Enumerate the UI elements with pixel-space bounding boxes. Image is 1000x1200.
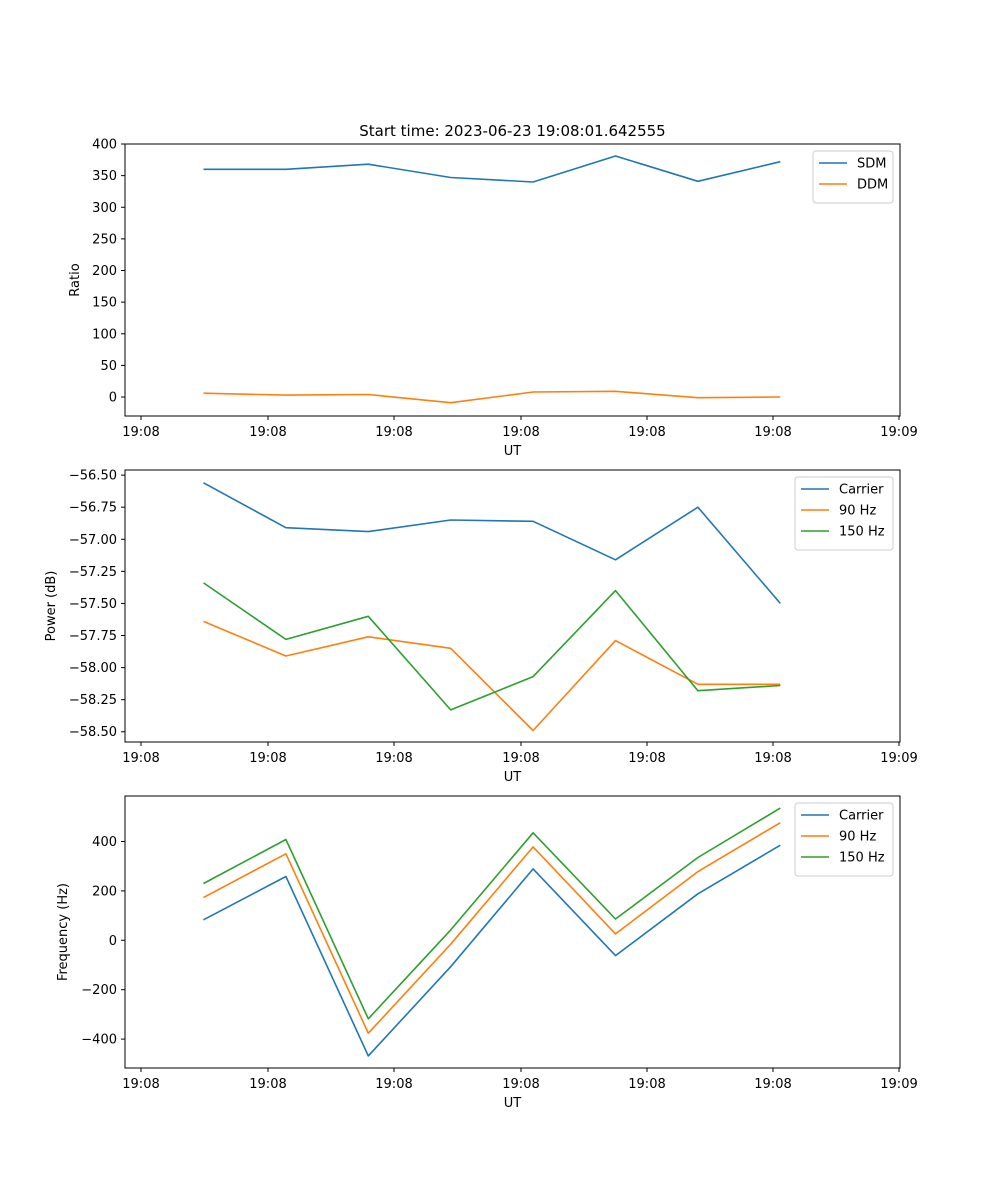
x-tick-label: 19:08 xyxy=(502,751,539,766)
series-line xyxy=(203,822,781,1034)
x-tick-label: 19:08 xyxy=(122,425,159,440)
x-tick-label: 19:08 xyxy=(249,1077,286,1092)
legend-label: 150 Hz xyxy=(839,851,885,866)
legend-label: 90 Hz xyxy=(839,830,876,845)
y-tick-label: 400 xyxy=(92,835,117,850)
y-tick-label: 0 xyxy=(109,391,117,406)
legend-label: Carrier xyxy=(839,483,884,498)
chart-panel-1: 19:08 19:08 19:08 19:08 19:08 19:08 19:09 0 50 10… xyxy=(68,138,918,460)
legend-label: 90 Hz xyxy=(839,504,876,519)
x-tick-label: 19:08 xyxy=(628,425,665,440)
x-tick-label: 19:08 xyxy=(628,1077,665,1092)
x-tick-label: 19:08 xyxy=(375,751,412,766)
legend-box xyxy=(812,150,894,204)
x-tick-label: 19:09 xyxy=(880,425,917,440)
y-tick-label: −57.00 xyxy=(69,533,117,548)
y-tick-label: 150 xyxy=(92,296,117,311)
x-tick-label: 19:08 xyxy=(628,751,665,766)
x-tick-label: 19:08 xyxy=(754,1077,791,1092)
legend-label: DDM xyxy=(857,178,888,193)
y-tick-label: −57.50 xyxy=(69,597,117,612)
y-tick-label: 400 xyxy=(92,138,117,153)
legend-label: 150 Hz xyxy=(839,525,885,540)
axes-frame xyxy=(124,143,901,417)
legend-label: Carrier xyxy=(839,809,884,824)
legend: SDM DDM xyxy=(812,150,894,204)
y-tick-label: −56.50 xyxy=(69,469,117,484)
y-tick-label: 200 xyxy=(92,884,117,899)
y-tick-label: −58.00 xyxy=(69,661,117,676)
series-line xyxy=(203,844,781,1057)
x-tick-label: 19:08 xyxy=(502,1077,539,1092)
x-tick-label: 19:09 xyxy=(880,1077,917,1092)
y-axis-label: Power (dB) xyxy=(44,571,59,642)
axes-container: 19:08 19:08 19:08 19:08 19:08 19:08 19:09 0 50 10… xyxy=(44,138,918,1112)
series-line xyxy=(203,620,781,732)
x-tick-label: 19:08 xyxy=(754,751,791,766)
series-line xyxy=(203,582,781,711)
y-tick-label: −57.25 xyxy=(69,565,117,580)
legend: Carrier 90 Hz 150 Hz xyxy=(794,476,894,551)
x-axis-label: UT xyxy=(504,770,522,785)
chart-panel-2: 19:08 19:08 19:08 19:08 19:08 19:08 19:09 −58.5… xyxy=(44,469,918,785)
y-tick-label: −58.50 xyxy=(69,725,117,740)
y-tick-label: −400 xyxy=(81,1033,117,1048)
chart-panel-3: 19:08 19:08 19:08 19:08 19:08 19:08 19:09 −400 −… xyxy=(56,795,918,1111)
y-tick-label: 350 xyxy=(92,169,117,184)
x-tick-label: 19:08 xyxy=(754,425,791,440)
y-tick-label: 250 xyxy=(92,232,117,247)
axes-frame xyxy=(124,795,901,1069)
axes-frame xyxy=(124,469,901,743)
x-tick-label: 19:08 xyxy=(375,425,412,440)
y-axis-label: Ratio xyxy=(68,263,83,296)
series-line xyxy=(203,807,781,1020)
x-axis-label: UT xyxy=(504,1096,522,1111)
legend-label: SDM xyxy=(857,157,886,172)
legend: Carrier 90 Hz 150 Hz xyxy=(794,802,894,877)
x-axis-label: UT xyxy=(504,444,522,459)
y-tick-label: 100 xyxy=(92,327,117,342)
y-tick-label: 0 xyxy=(109,934,117,949)
x-tick-label: 19:08 xyxy=(249,751,286,766)
series-line xyxy=(203,482,781,604)
y-tick-label: −58.25 xyxy=(69,693,117,708)
y-tick-label: 200 xyxy=(92,264,117,279)
y-tick-label: −57.75 xyxy=(69,629,117,644)
series-line xyxy=(203,390,781,404)
y-tick-label: −56.75 xyxy=(69,501,117,516)
x-tick-label: 19:08 xyxy=(502,425,539,440)
chart-title: Start time: 2023-06-23 19:08:01.642555 xyxy=(359,122,665,140)
x-tick-label: 19:08 xyxy=(122,751,159,766)
series-line xyxy=(203,155,781,183)
x-tick-label: 19:08 xyxy=(375,1077,412,1092)
y-axis-label: Frequency (Hz) xyxy=(56,883,71,981)
y-tick-label: −200 xyxy=(81,983,117,998)
y-tick-label: 300 xyxy=(92,201,117,216)
y-tick-label: 50 xyxy=(100,359,117,374)
x-tick-label: 19:08 xyxy=(122,1077,159,1092)
x-tick-label: 19:09 xyxy=(880,751,917,766)
x-tick-label: 19:08 xyxy=(249,425,286,440)
